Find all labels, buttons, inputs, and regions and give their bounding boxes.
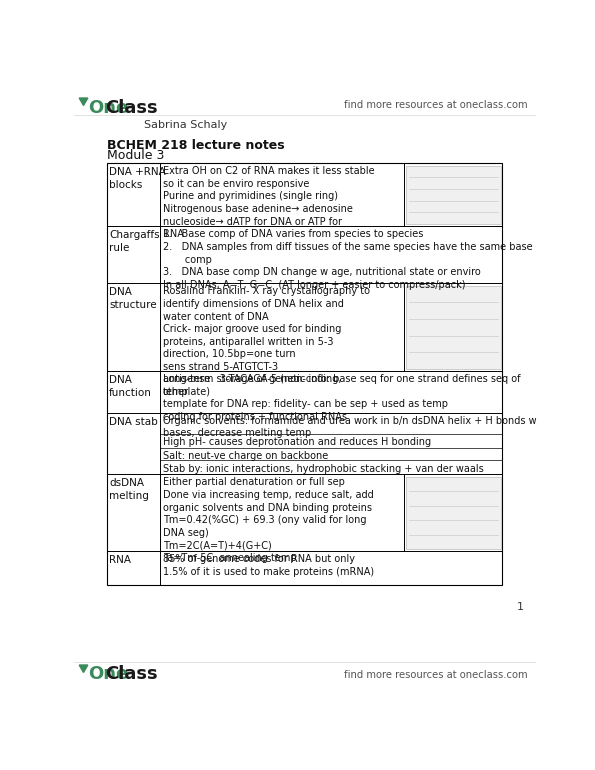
Text: One: One	[87, 99, 128, 116]
Text: find more resources at oneclass.com: find more resources at oneclass.com	[344, 100, 528, 110]
Text: One: One	[87, 665, 128, 683]
Text: Class: Class	[105, 665, 158, 683]
Bar	[406, 477, 500, 549]
Bar	[406, 286, 500, 369]
Text: 1.   Base comp of DNA varies from species to species
2.   DNA samples from diff : 1. Base comp of DNA varies from species …	[162, 229, 533, 290]
Text: Rosalind Franklin- X ray crystallography to
identify dimensions of DNA helix and: Rosalind Franklin- X ray crystallography…	[162, 286, 369, 397]
Text: Stab by: ionic interactions, hydrophobic stacking + van der waals: Stab by: ionic interactions, hydrophobic…	[162, 464, 484, 474]
Text: Class: Class	[105, 99, 158, 116]
Text: DNA
function: DNA function	[109, 375, 152, 398]
Text: RNA: RNA	[109, 555, 131, 565]
Text: High pH- causes deprotonation and reduces H bonding: High pH- causes deprotonation and reduce…	[162, 437, 431, 447]
Bar	[107, 163, 502, 585]
Text: Module 3: Module 3	[107, 149, 164, 162]
Bar	[406, 166, 500, 224]
Text: Salt: neut-ve charge on backbone: Salt: neut-ve charge on backbone	[162, 451, 328, 461]
Text: Chargaffs
rule: Chargaffs rule	[109, 230, 160, 253]
Text: Long-term storage of genetic info: base seq for one strand defines seq of
other
: Long-term storage of genetic info: base …	[162, 374, 520, 422]
Text: 85% of genome codes for RNA but only
1.5% of it is used to make proteins (mRNA): 85% of genome codes for RNA but only 1.5…	[162, 554, 374, 577]
Text: 1: 1	[517, 602, 524, 612]
Text: find more resources at oneclass.com: find more resources at oneclass.com	[344, 670, 528, 680]
Text: Sabrina Schaly: Sabrina Schaly	[144, 120, 227, 130]
Text: DNA
structure: DNA structure	[109, 287, 157, 310]
Text: DNA stab: DNA stab	[109, 417, 158, 427]
Text: BCHEM 218 lecture notes: BCHEM 218 lecture notes	[107, 139, 284, 152]
Text: DNA +RNA
blocks: DNA +RNA blocks	[109, 167, 166, 190]
Text: Either partial denaturation or full sep
Done via increasing temp, reduce salt, a: Either partial denaturation or full sep …	[162, 477, 374, 563]
Text: Organic solvents: formamide and urea work in b/n dsDNA helix + H bonds w
bases, : Organic solvents: formamide and urea wor…	[162, 416, 536, 438]
Text: Extra OH on C2 of RNA makes it less stable
so it can be enviro responsive
Purine: Extra OH on C2 of RNA makes it less stab…	[162, 166, 374, 239]
Text: dsDNA
melting: dsDNA melting	[109, 478, 149, 501]
